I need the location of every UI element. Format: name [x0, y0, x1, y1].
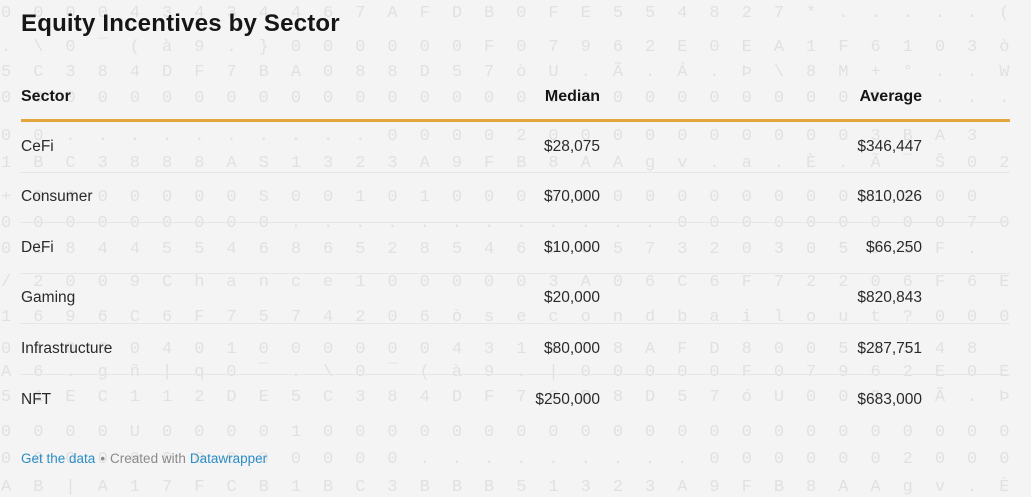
table-row: CeFi $28,075 $346,447	[21, 122, 1010, 173]
table-row: Gaming $20,000 $820,843	[21, 274, 1010, 324]
cell-average: $287,751	[857, 339, 922, 357]
footer-created-with: Created with	[110, 451, 186, 466]
cell-median: $10,000	[543, 238, 600, 256]
table-row: Consumer $70,000 $810,026	[21, 173, 1010, 223]
cell-median: $250,000	[535, 390, 600, 408]
cell-sector: DeFi	[21, 238, 54, 256]
table-header-row: Sector Median Average	[21, 88, 1010, 106]
column-header-median: Median	[544, 88, 600, 105]
column-header-average: Average	[859, 88, 922, 105]
cell-average: $346,447	[857, 137, 922, 155]
cell-average: $683,000	[857, 390, 922, 408]
cell-average: $810,026	[857, 188, 922, 206]
watermark-row: 5C384DF7BA088D57òU.Ã.Á.Þ\8M+°..W	[1, 63, 1031, 82]
page-title: Equity Incentives by Sector	[21, 10, 340, 37]
cell-average: $820,843	[857, 289, 922, 307]
cell-sector: Infrastructure	[21, 339, 113, 357]
header-accent-line	[21, 119, 1010, 122]
footer: Get the data • Created with Datawrapper	[21, 451, 267, 466]
cell-median: $20,000	[543, 289, 600, 307]
cell-median: $70,000	[543, 188, 600, 206]
cell-median: $28,075	[543, 137, 600, 155]
column-header-sector: Sector	[21, 88, 71, 105]
cell-median: $80,000	[543, 339, 600, 357]
watermark-row: .\0¯(à9.}000000F07962E0EA1F6103ò	[1, 38, 1031, 57]
column-header-filler	[922, 88, 1010, 106]
cell-sector: Consumer	[21, 188, 93, 206]
watermark-row: AB|A17FCB1BC3BBB51323A9FB8AAgv.È	[1, 478, 1031, 497]
cell-sector: NFT	[21, 390, 52, 408]
cell-sector: CeFi	[21, 137, 54, 155]
table-row: Infrastructure $80,000 $287,751	[21, 324, 1010, 375]
cell-average: $66,250	[865, 238, 922, 256]
table-row: NFT $250,000 $683,000	[21, 375, 1010, 426]
table-row: DeFi $10,000 $66,250	[21, 223, 1010, 274]
table-body: CeFi $28,075 $346,447 Consumer $70,000 $…	[21, 122, 1010, 425]
get-the-data-link[interactable]: Get the data	[21, 451, 96, 466]
cell-sector: Gaming	[21, 289, 76, 307]
datawrapper-link[interactable]: Datawrapper	[189, 451, 268, 466]
footer-separator: •	[100, 451, 106, 466]
